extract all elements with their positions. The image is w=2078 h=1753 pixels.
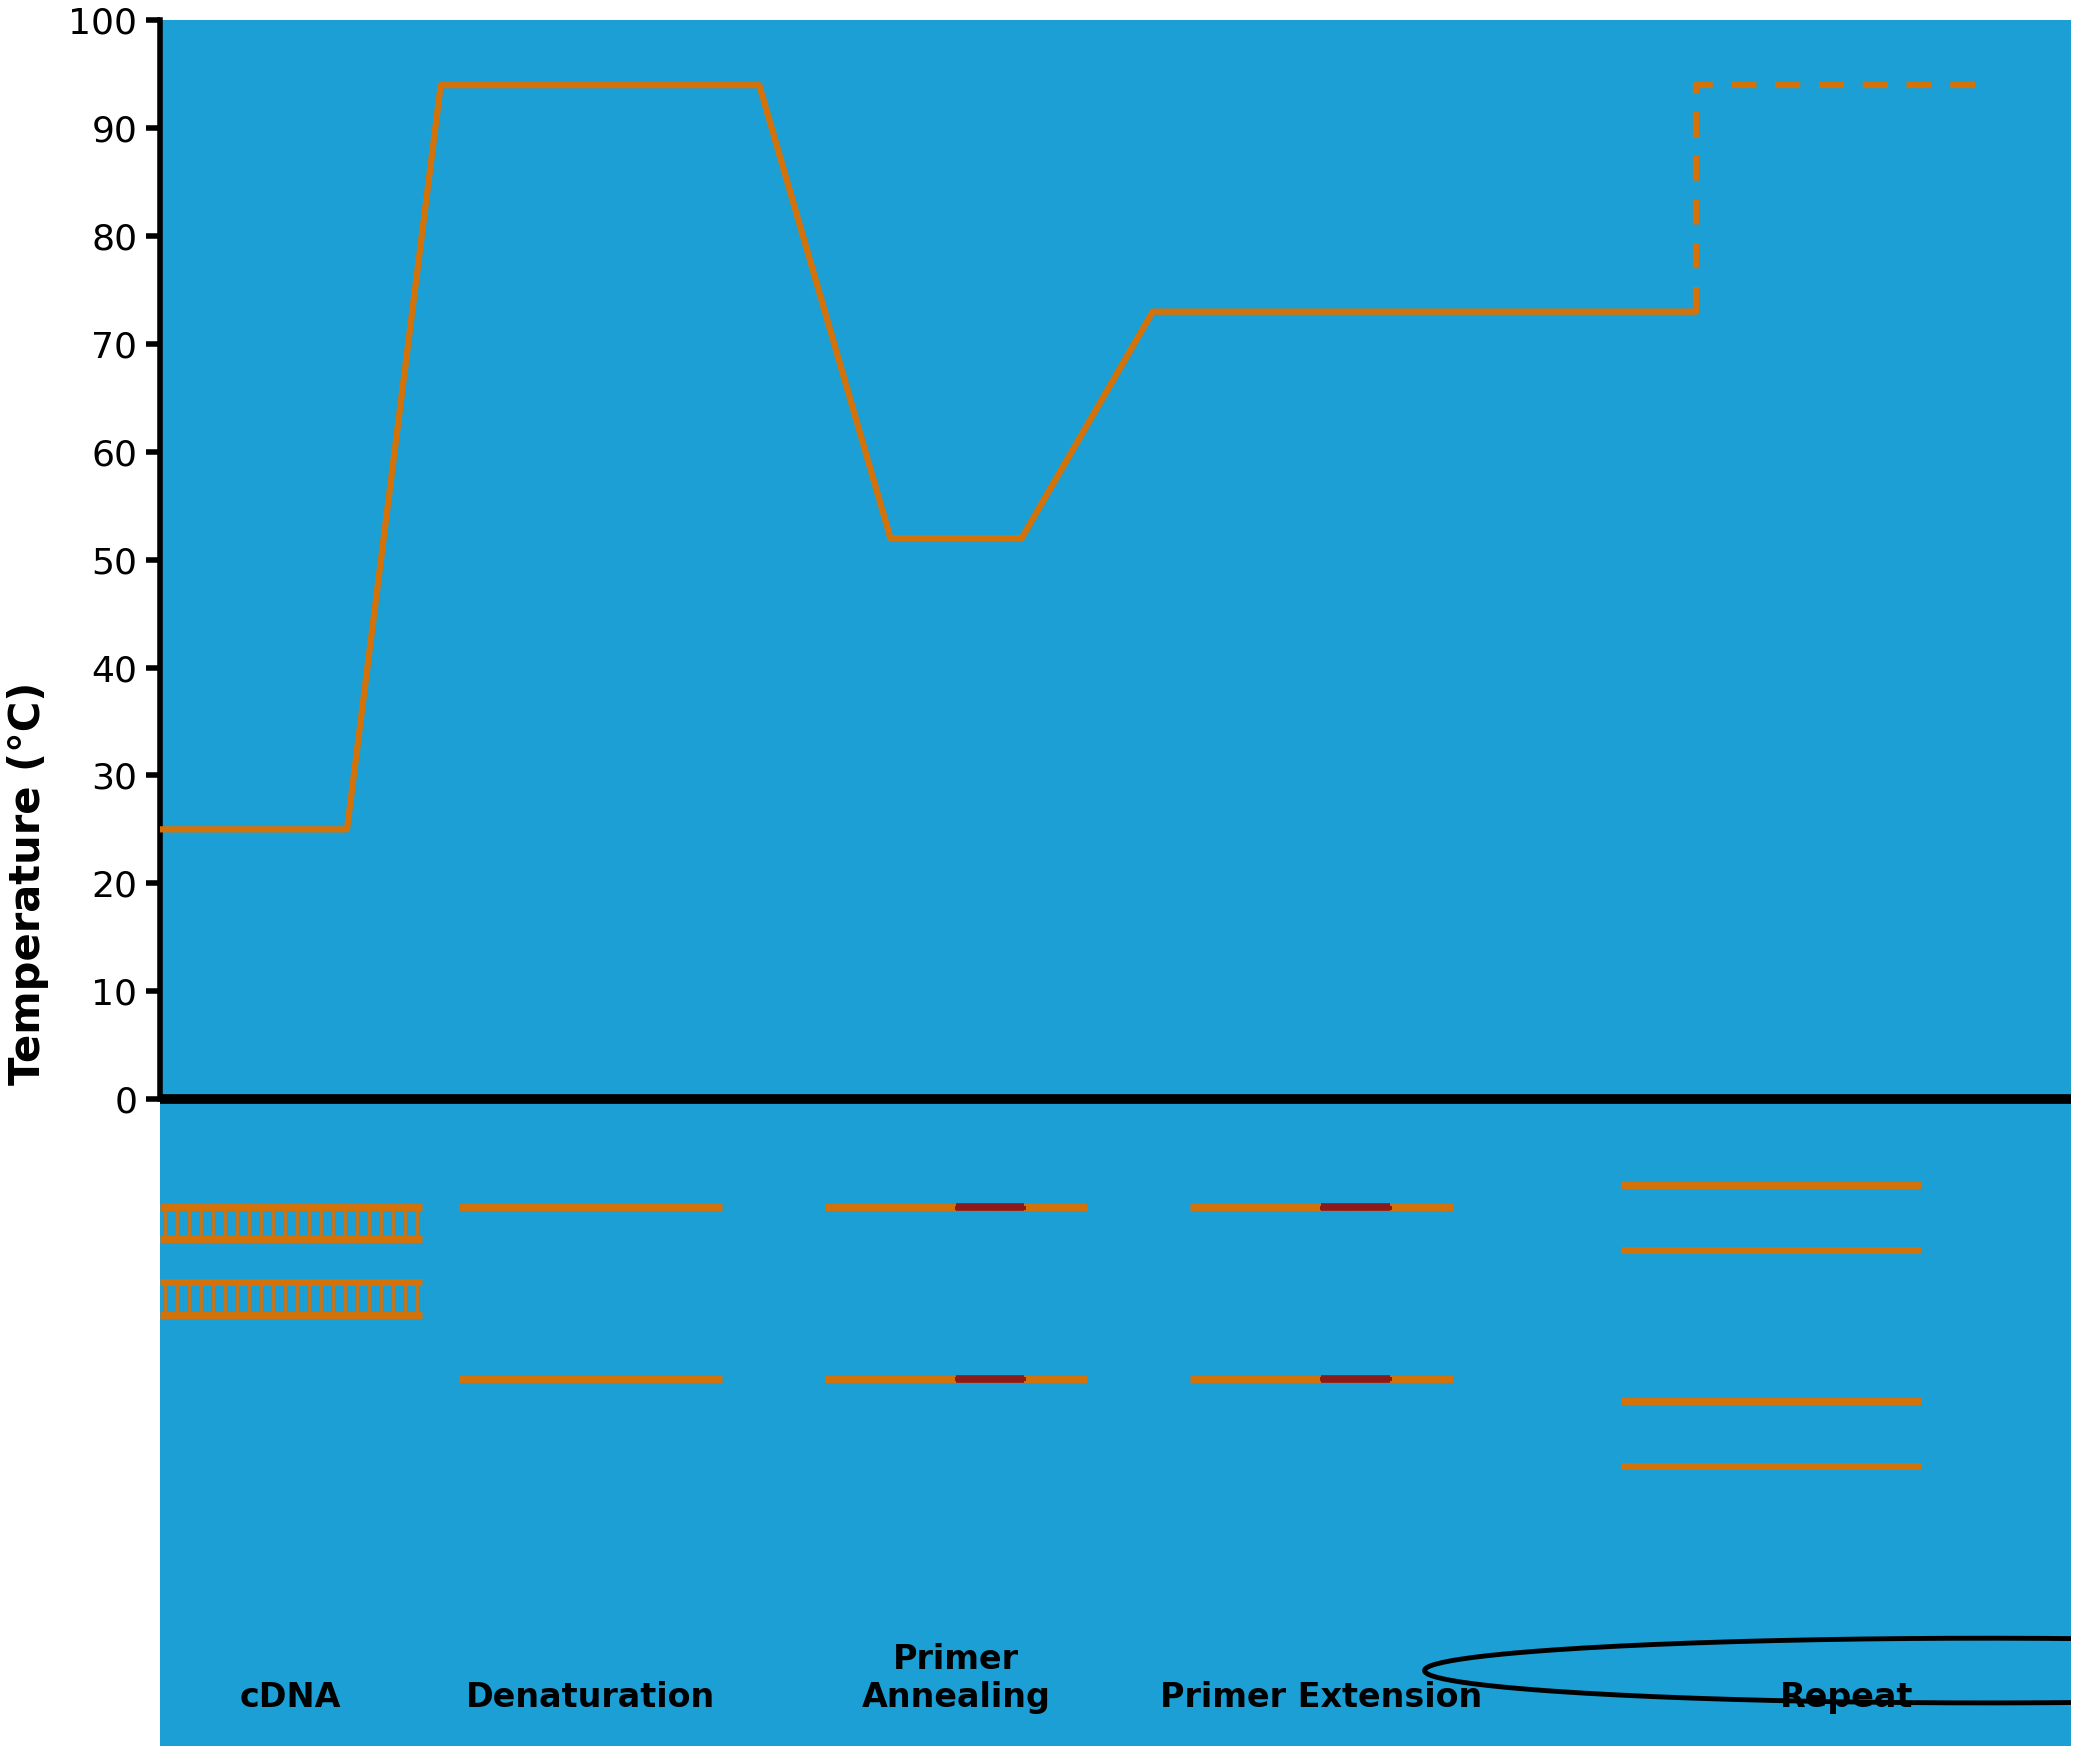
Y-axis label: Temperature (°C): Temperature (°C)	[6, 682, 50, 1085]
Text: Primer Extension: Primer Extension	[1160, 1681, 1482, 1714]
Text: Denaturation: Denaturation	[465, 1681, 715, 1714]
Text: Primer
Annealing: Primer Annealing	[862, 1643, 1051, 1714]
Text: cDNA: cDNA	[241, 1681, 341, 1714]
Text: Repeat: Repeat	[1779, 1681, 1914, 1714]
